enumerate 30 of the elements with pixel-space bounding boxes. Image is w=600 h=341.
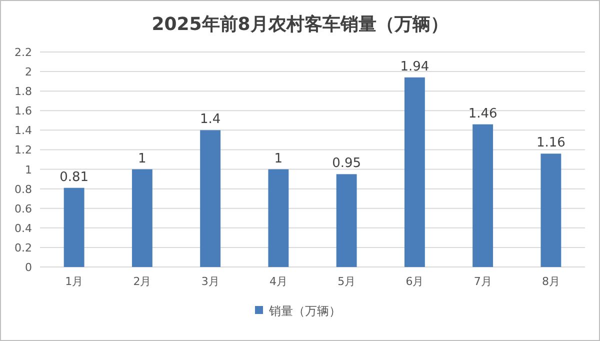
y-tick-label: 1.4 [14, 124, 32, 138]
x-tick-label: 3月 [201, 275, 220, 288]
data-label: 0.81 [60, 170, 89, 185]
y-tick-label: 1.8 [14, 85, 32, 98]
x-tick-label: 8月 [542, 275, 560, 288]
title: 2025年前8月农村客车销量（万辆） [152, 14, 448, 35]
x-tick-label: 1月 [65, 275, 84, 288]
y-tick-label: 1 [25, 163, 32, 176]
data-label: 1.4 [200, 112, 221, 128]
data-label: 0.95 [332, 156, 362, 172]
y-tick-label: 1.2 [14, 144, 32, 157]
y-tick-label: 2 [25, 66, 32, 79]
y-tick-label: 0.6 [14, 202, 32, 216]
x-tick-label: 5月 [338, 275, 356, 288]
x-tick-label: 6月 [406, 275, 424, 288]
legend-label: 销量（万辆） [268, 304, 341, 318]
data-label: 1 [138, 151, 146, 166]
y-tick-label: 2.2 [14, 46, 32, 59]
x-tick-label: 2月 [133, 275, 152, 288]
y-tick-label: 0.4 [14, 222, 32, 235]
data-label: 1 [274, 151, 283, 166]
y-tick-label: 0 [25, 261, 32, 274]
y-tick-label: 1.6 [14, 104, 32, 118]
x-tick-label: 4月 [269, 275, 288, 288]
data-label: 1.94 [400, 59, 430, 74]
y-tick-label: 0.2 [14, 241, 32, 254]
data-label: 1.46 [468, 106, 498, 122]
data-label: 1.16 [536, 136, 566, 151]
y-tick-label: 0.8 [14, 182, 32, 196]
x-tick-label: 7月 [474, 275, 492, 288]
